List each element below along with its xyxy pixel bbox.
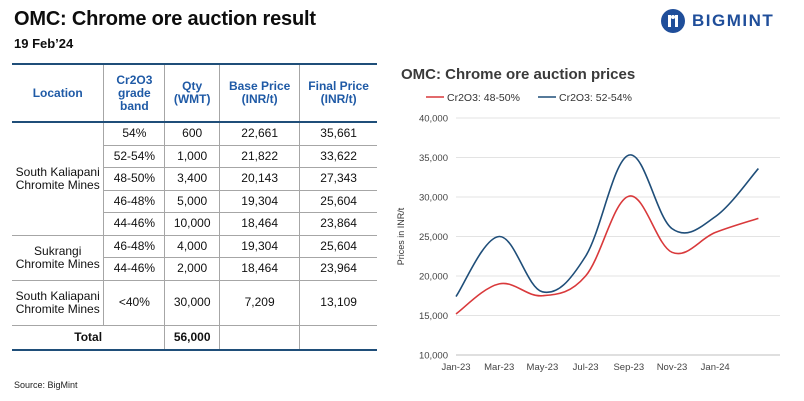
grade-cell: 48-50% bbox=[103, 167, 165, 191]
base-price-cell: 7,209 bbox=[219, 280, 300, 326]
final-price-cell: 23,864 bbox=[299, 212, 377, 236]
col-header-location: Location bbox=[12, 63, 104, 123]
brand-name: BIGMINT bbox=[692, 11, 775, 30]
table-row: Sukrangi Chromite Mines 46-48% 4,000 19,… bbox=[12, 235, 377, 281]
final-price-cell: 25,604 bbox=[299, 235, 377, 258]
x-tick-label: Jan-23 bbox=[441, 362, 470, 373]
total-qty: 56,000 bbox=[164, 324, 220, 351]
grade-cell: 54% bbox=[103, 122, 165, 146]
base-price-cell: 22,661 bbox=[219, 122, 300, 146]
qty-cell: 2,000 bbox=[164, 257, 220, 281]
x-axis-ticks: Jan-23 Mar-23 May-23 Jul-23 Sep-23 Nov-23 Jan-… bbox=[441, 362, 729, 373]
x-tick-label: Sep-23 bbox=[613, 362, 644, 373]
series-line-48-50 bbox=[455, 195, 759, 315]
y-tick-label: 25,000 bbox=[419, 232, 448, 243]
final-price-cell: 33,622 bbox=[299, 145, 377, 168]
qty-cell: 5,000 bbox=[164, 190, 220, 213]
series-line-52-54 bbox=[455, 154, 759, 298]
qty-cell: 600 bbox=[164, 122, 220, 146]
base-price-cell: 18,464 bbox=[219, 257, 300, 281]
col-header-grade: Cr2O3 grade band bbox=[103, 63, 165, 123]
grade-cell: <40% bbox=[103, 280, 165, 326]
chart-gridlines bbox=[456, 117, 780, 356]
auction-result-table: Location Cr2O3 grade band Qty (WMT) Base… bbox=[12, 63, 377, 351]
y-tick-label: 20,000 bbox=[419, 272, 448, 283]
grade-cell: 52-54% bbox=[103, 145, 165, 168]
final-price-cell: 25,604 bbox=[299, 190, 377, 213]
total-empty-cell bbox=[219, 324, 300, 351]
y-tick-label: 10,000 bbox=[419, 351, 448, 362]
final-price-cell: 27,343 bbox=[299, 167, 377, 191]
col-header-final-price: Final Price (INR/t) bbox=[299, 63, 377, 123]
x-tick-label: Nov-23 bbox=[657, 362, 688, 373]
location-cell: South Kaliapani Chromite Mines bbox=[12, 122, 104, 236]
grade-cell: 46-48% bbox=[103, 190, 165, 213]
bigmint-logo-icon bbox=[661, 9, 685, 33]
y-axis-ticks: 10,000 15,000 20,000 25,000 30,000 35,000 40,0… bbox=[419, 114, 448, 362]
base-price-cell: 19,304 bbox=[219, 190, 300, 213]
base-price-cell: 20,143 bbox=[219, 167, 300, 191]
table-row: South Kaliapani Chromite Mines <40% 30,0… bbox=[12, 280, 377, 326]
grade-cell: 44-46% bbox=[103, 212, 165, 236]
price-line-chart: Cr2O3: 48-50% Cr2O3: 52-54% 10,000 15,000… bbox=[396, 92, 780, 373]
final-price-cell: 23,964 bbox=[299, 257, 377, 281]
brand-logo: BIGMINT bbox=[660, 8, 774, 34]
x-tick-label: Jan-24 bbox=[701, 362, 730, 373]
table-row: 46-48% 5,000 19,304 25,604 bbox=[12, 190, 377, 213]
page-title: OMC: Chrome ore auction result bbox=[14, 8, 316, 30]
qty-cell: 4,000 bbox=[164, 235, 220, 258]
qty-cell: 3,400 bbox=[164, 167, 220, 191]
y-tick-label: 35,000 bbox=[419, 153, 448, 164]
base-price-cell: 19,304 bbox=[219, 235, 300, 258]
final-price-cell: 35,661 bbox=[299, 122, 377, 146]
location-cell: South Kaliapani Chromite Mines bbox=[12, 280, 104, 326]
col-header-qty: Qty (WMT) bbox=[164, 63, 220, 123]
x-tick-label: Mar-23 bbox=[484, 362, 514, 373]
y-tick-label: 15,000 bbox=[419, 311, 448, 322]
chart-legend: Cr2O3: 48-50% Cr2O3: 52-54% bbox=[426, 92, 632, 104]
col-header-base-price: Base Price (INR/t) bbox=[219, 63, 300, 123]
source-note: Source: BigMint bbox=[14, 380, 78, 390]
total-empty-cell bbox=[299, 324, 377, 351]
location-cell: Sukrangi Chromite Mines bbox=[12, 235, 104, 281]
legend-label-48-50: Cr2O3: 48-50% bbox=[447, 92, 520, 104]
chart-title: OMC: Chrome ore auction prices bbox=[401, 66, 636, 83]
qty-cell: 10,000 bbox=[164, 212, 220, 236]
table-row: 44-46% 10,000 18,464 23,864 bbox=[12, 212, 377, 236]
base-price-cell: 18,464 bbox=[219, 212, 300, 236]
final-price-cell: 13,109 bbox=[299, 280, 377, 326]
qty-cell: 30,000 bbox=[164, 280, 220, 326]
y-tick-label: 40,000 bbox=[419, 114, 448, 125]
legend-label-52-54: Cr2O3: 52-54% bbox=[559, 92, 632, 104]
table-row: 48-50% 3,400 20,143 27,343 bbox=[12, 167, 377, 191]
table-row: 44-46% 2,000 18,464 23,964 bbox=[12, 257, 377, 281]
table-row: South Kaliapani Chromite Mines 54% 600 2… bbox=[12, 122, 377, 236]
y-axis-label: Prices in INR/t bbox=[396, 207, 406, 265]
qty-cell: 1,000 bbox=[164, 145, 220, 168]
table-row: 52-54% 1,000 21,822 33,622 bbox=[12, 145, 377, 168]
x-tick-label: May-23 bbox=[527, 362, 559, 373]
page-date: 19 Feb’24 bbox=[14, 36, 74, 51]
y-tick-label: 30,000 bbox=[419, 193, 448, 204]
grade-cell: 46-48% bbox=[103, 235, 165, 258]
grade-cell: 44-46% bbox=[103, 257, 165, 281]
x-tick-label: Jul-23 bbox=[573, 362, 599, 373]
table-total-row: Total 56,000 bbox=[12, 324, 377, 351]
base-price-cell: 21,822 bbox=[219, 145, 300, 168]
chart-series bbox=[455, 154, 759, 315]
total-label: Total bbox=[12, 324, 165, 351]
table-header-row: Location Cr2O3 grade band Qty (WMT) Base… bbox=[12, 63, 377, 123]
